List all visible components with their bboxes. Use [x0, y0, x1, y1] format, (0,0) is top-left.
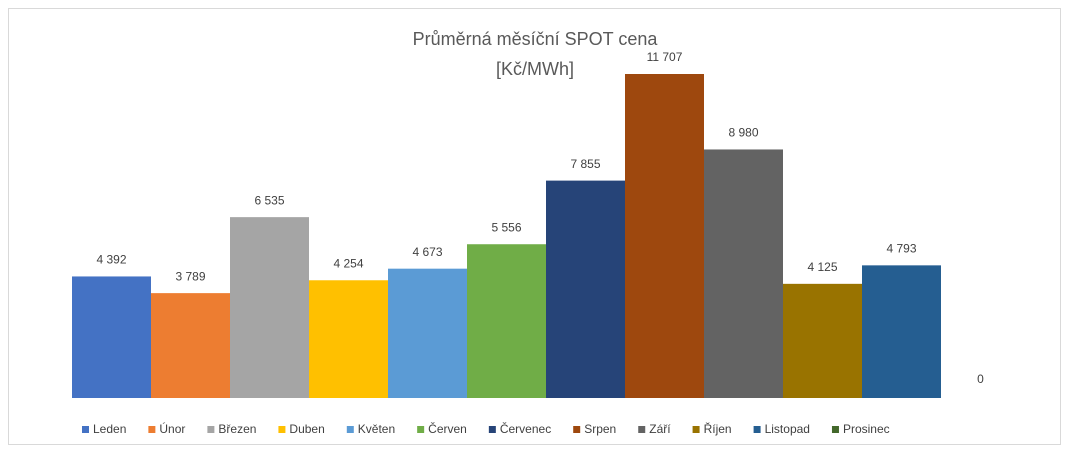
- legend-swatch: [148, 426, 156, 433]
- chart-subtitle: [Kč/MWh]: [496, 59, 574, 79]
- bar: [625, 74, 704, 398]
- legend-swatch: [692, 426, 700, 433]
- legend-label: Listopad: [765, 422, 810, 436]
- legend-label: Březen: [218, 422, 256, 436]
- data-label: 5 556: [491, 220, 521, 234]
- legend-label: Srpen: [584, 422, 616, 436]
- data-label: 6 535: [254, 193, 284, 207]
- bar: [467, 244, 546, 398]
- legend-swatch: [831, 426, 839, 433]
- bar: [862, 265, 941, 398]
- legend-label: Leden: [93, 422, 126, 436]
- data-label: 7 855: [570, 157, 600, 171]
- legend-swatch: [82, 426, 89, 433]
- legend-label: Září: [649, 422, 671, 436]
- data-label: 11 707: [647, 50, 683, 64]
- legend-swatch: [417, 426, 425, 433]
- bar: [783, 283, 862, 398]
- legend-label: Prosinec: [843, 422, 890, 436]
- bar: [72, 276, 151, 398]
- legend-swatch: [207, 426, 215, 433]
- bar: [704, 149, 783, 398]
- data-label: 3 789: [175, 269, 205, 283]
- bar: [388, 268, 467, 398]
- data-label: 0: [977, 372, 984, 386]
- data-label: 4 125: [807, 260, 837, 274]
- data-label: 8 980: [728, 126, 758, 140]
- legend-label: Říjen: [704, 421, 732, 436]
- data-label: 4 673: [412, 245, 442, 259]
- bar: [151, 293, 230, 398]
- legend-label: Červen: [428, 421, 467, 436]
- data-label: 4 392: [96, 253, 126, 267]
- legend-label: Květen: [358, 422, 395, 436]
- bar: [309, 280, 388, 398]
- bar: [230, 217, 309, 398]
- bar: [546, 180, 625, 398]
- legend-swatch: [488, 426, 496, 433]
- legend-swatch: [346, 426, 354, 433]
- legend-label: Červenec: [500, 421, 551, 436]
- legend-label: Únor: [159, 421, 185, 436]
- data-label: 4 793: [886, 242, 916, 256]
- legend-swatch: [573, 426, 581, 433]
- chart-title: Průměrná měsíční SPOT cena: [413, 29, 659, 49]
- data-label: 4 254: [333, 256, 363, 270]
- legend-label: Duben: [289, 422, 324, 436]
- legend-swatch: [278, 426, 286, 433]
- legend-swatch: [753, 426, 761, 433]
- legend-swatch: [638, 426, 646, 433]
